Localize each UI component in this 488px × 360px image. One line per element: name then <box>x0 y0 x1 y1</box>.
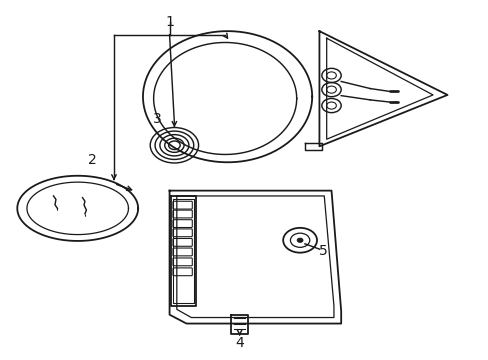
FancyBboxPatch shape <box>173 229 192 237</box>
FancyBboxPatch shape <box>173 220 192 228</box>
FancyBboxPatch shape <box>173 248 192 256</box>
FancyBboxPatch shape <box>173 210 192 218</box>
Circle shape <box>297 238 303 242</box>
FancyBboxPatch shape <box>173 201 192 209</box>
Text: 3: 3 <box>153 112 162 126</box>
FancyBboxPatch shape <box>173 258 192 266</box>
FancyBboxPatch shape <box>173 268 192 276</box>
Text: 5: 5 <box>318 244 327 258</box>
Text: 1: 1 <box>165 15 174 29</box>
Text: 4: 4 <box>235 336 244 350</box>
Text: 2: 2 <box>88 153 97 167</box>
FancyBboxPatch shape <box>173 238 192 246</box>
